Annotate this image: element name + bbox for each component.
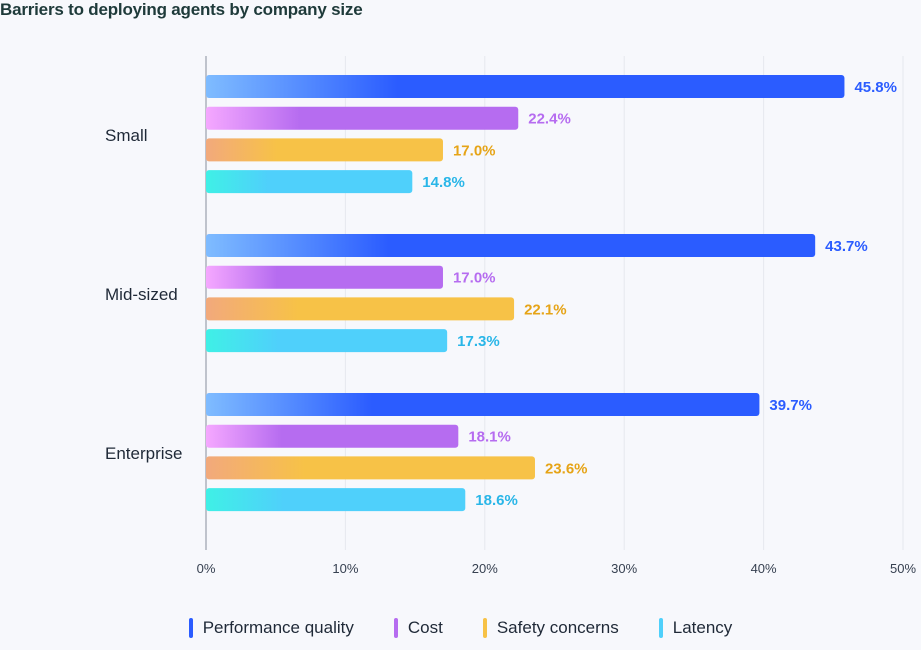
- legend-label: Latency: [672, 618, 733, 637]
- bar: [206, 488, 466, 512]
- bar: [206, 75, 845, 98]
- legend-label: Performance quality: [202, 618, 354, 637]
- data-label: 45.8%: [854, 79, 897, 96]
- bar: [206, 265, 443, 289]
- x-tick-label: 20%: [472, 561, 498, 576]
- bar: [206, 170, 413, 194]
- data-label: 18.6%: [475, 492, 518, 509]
- labels: Small 45.8% 22.4% 17.0% 14.8% Mid-sized 43.7% 1…: [105, 79, 897, 509]
- x-tick-label: 40%: [751, 561, 777, 576]
- bar: [206, 297, 515, 321]
- bar: [206, 329, 448, 353]
- x-tick-label: 50%: [890, 561, 916, 576]
- legend-item: Latency: [658, 618, 733, 638]
- data-label: 14.8%: [422, 174, 465, 191]
- bar: [206, 456, 535, 480]
- x-tick-label: 0%: [197, 561, 216, 576]
- data-label: 22.1%: [524, 301, 567, 318]
- legend-swatch: [188, 618, 193, 638]
- legend-label: Cost: [407, 618, 443, 637]
- legend-swatch: [393, 618, 398, 638]
- data-label: 23.6%: [545, 460, 588, 477]
- bar-chart: 0% 10% 20% 30% 40% 50% Small 45.8% 22.4% 17.0% 14…: [105, 56, 916, 576]
- x-tick-label: 30%: [611, 561, 637, 576]
- data-label: 17.3%: [457, 333, 500, 350]
- chart-title: Barriers to deploying agents by company …: [0, 0, 363, 19]
- data-label: 18.1%: [468, 429, 511, 446]
- bar: [206, 234, 816, 257]
- legend-swatch: [482, 618, 487, 638]
- legend-item: Safety concerns: [482, 618, 619, 638]
- bar: [206, 424, 459, 448]
- category-label: Mid-sized: [105, 285, 178, 304]
- bar: [206, 393, 760, 416]
- bar: [206, 106, 519, 130]
- category-label: Enterprise: [105, 444, 182, 463]
- category-label: Small: [105, 126, 148, 145]
- bar: [206, 138, 443, 162]
- data-label: 17.0%: [453, 270, 496, 287]
- legend-label: Safety concerns: [496, 618, 619, 637]
- legend-item: Cost: [393, 618, 443, 638]
- legend-item: Performance quality: [188, 618, 354, 638]
- legend: Performance quality Cost Safety concerns La…: [0, 618, 921, 638]
- x-tick-label: 10%: [332, 561, 358, 576]
- data-label: 43.7%: [825, 238, 868, 255]
- legend-swatch: [658, 618, 663, 638]
- data-label: 17.0%: [453, 142, 496, 159]
- data-label: 39.7%: [769, 397, 812, 414]
- data-label: 22.4%: [528, 111, 571, 128]
- bars: [206, 75, 845, 512]
